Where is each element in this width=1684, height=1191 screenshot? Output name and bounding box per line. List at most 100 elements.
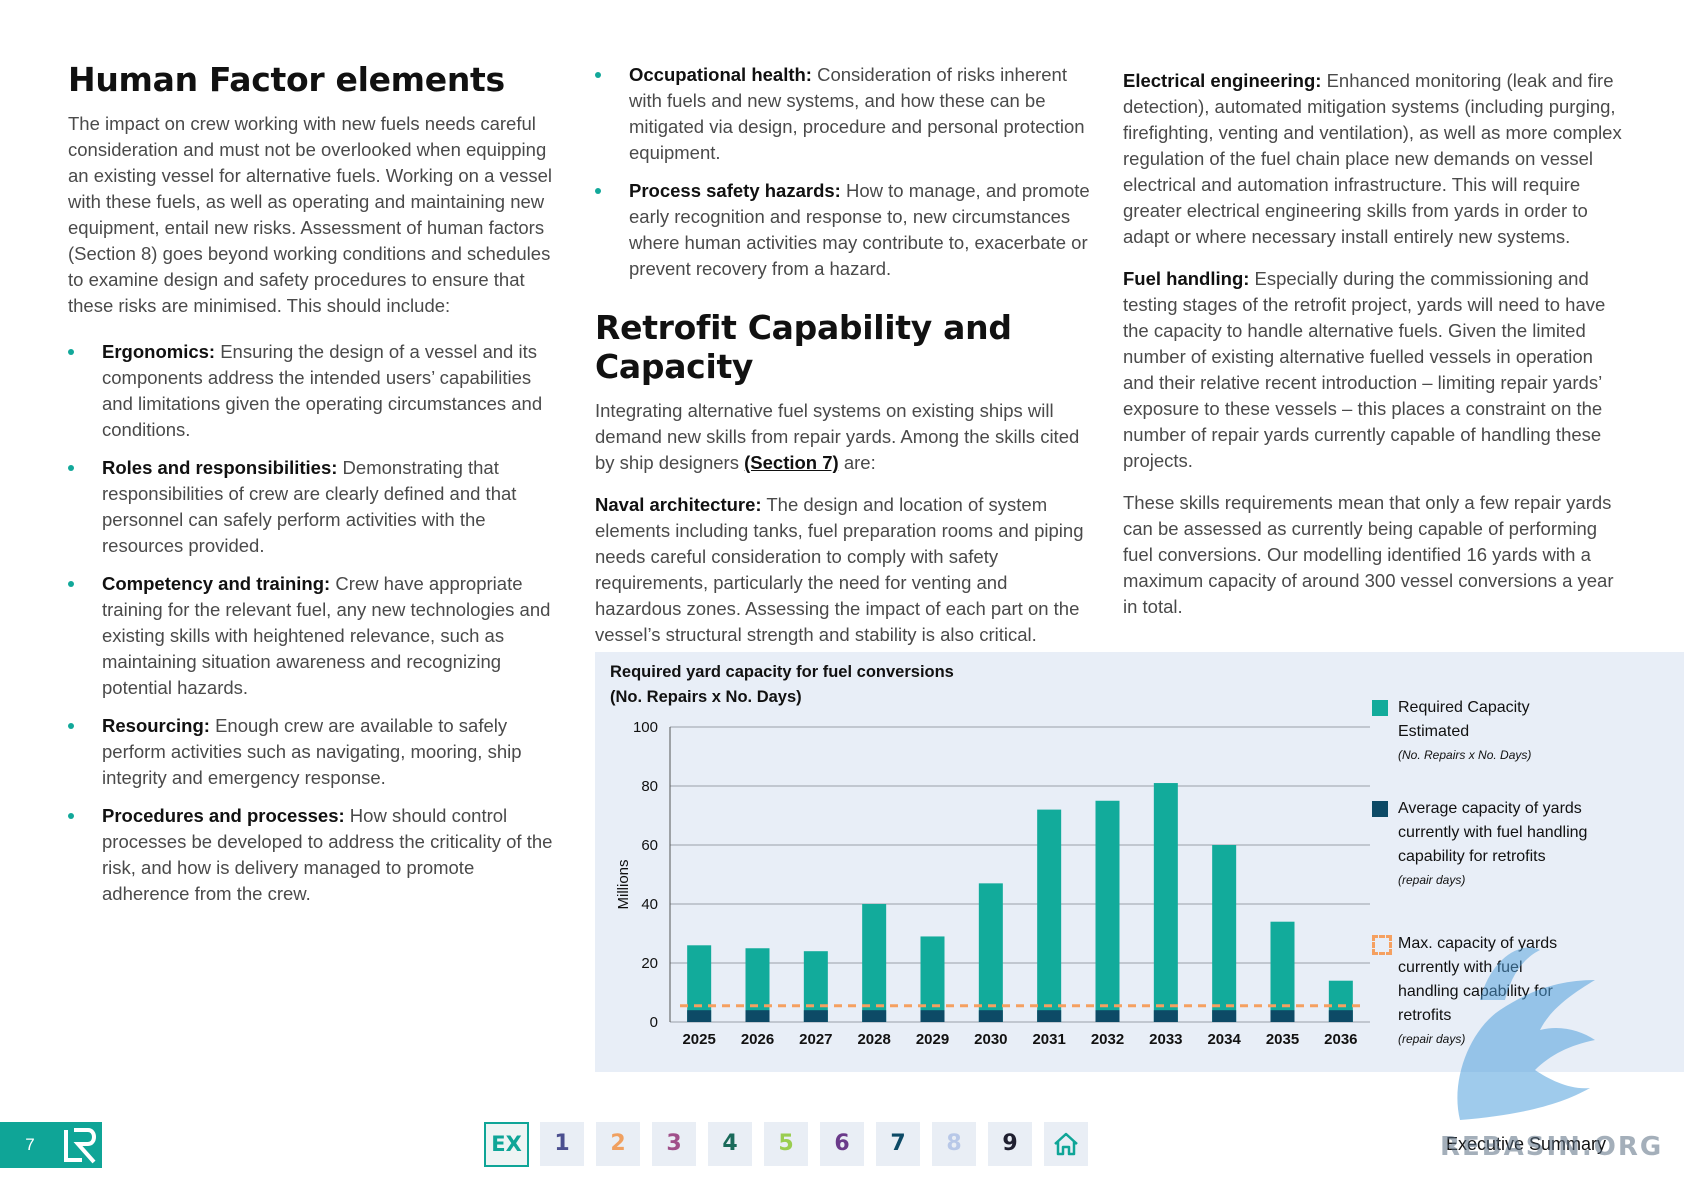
bar-average-2035 <box>1270 1010 1295 1022</box>
legend-label: Required Capacity Estimated <box>1398 699 1530 740</box>
y-tick-label: 60 <box>641 837 658 854</box>
nav-button-3[interactable]: 3 <box>652 1122 696 1166</box>
bar-average-2032 <box>1095 1010 1120 1022</box>
home-icon <box>1054 1132 1078 1156</box>
y-tick-label: 100 <box>633 719 658 736</box>
bullet-icon <box>68 581 74 587</box>
nav-button-5[interactable]: 5 <box>764 1122 808 1166</box>
x-tick-label: 2028 <box>857 1031 890 1048</box>
nav-button-1[interactable]: 1 <box>540 1122 584 1166</box>
bar-average-2026 <box>745 1010 770 1022</box>
chart-panel: Required yard capacity for fuel conversi… <box>595 652 1684 1072</box>
bar-required-2029 <box>920 936 945 1022</box>
y-tick-label: 0 <box>650 1014 658 1031</box>
bar-average-2027 <box>803 1010 828 1022</box>
y-axis-label: Millions <box>615 859 632 909</box>
page-number: 7 <box>0 1122 60 1168</box>
nav-button-2[interactable]: 2 <box>596 1122 640 1166</box>
list-item: Ergonomics: Ensuring the design of a ves… <box>68 339 558 443</box>
home-button[interactable] <box>1044 1122 1088 1166</box>
list-item: Roles and responsibilities: Demonstratin… <box>68 455 558 559</box>
column-2: Occupational health: Consideration of ri… <box>595 60 1095 664</box>
nav-button-ex[interactable]: EX <box>484 1122 529 1167</box>
bar-required-2032 <box>1095 800 1120 1022</box>
section-7-link[interactable]: (Section 7) <box>744 452 839 473</box>
legend-note: (repair days) <box>1398 873 1466 887</box>
legend-max: Max. capacity of yards currently with fu… <box>1372 932 1608 1050</box>
column-1: Human Factor elements The impact on crew… <box>68 60 558 919</box>
bullet-icon <box>595 72 601 78</box>
x-tick-label: 2025 <box>682 1031 715 1048</box>
chart-title: Required yard capacity for fuel conversi… <box>610 663 954 706</box>
x-tick-label: 2026 <box>741 1031 774 1048</box>
bar-average-2030 <box>978 1010 1003 1022</box>
heading-retrofit: Retrofit Capability and Capacity <box>595 308 1012 386</box>
list-item: Resourcing: Enough crew are available to… <box>68 713 558 791</box>
list-item: Procedures and processes: How should con… <box>68 803 558 907</box>
bullet-icon <box>68 723 74 729</box>
nav-button-8[interactable]: 8 <box>932 1122 976 1166</box>
legend-label: Max. capacity of yards currently with fu… <box>1398 935 1558 1024</box>
legend-swatch-average <box>1372 801 1388 817</box>
nav-button-4[interactable]: 4 <box>708 1122 752 1166</box>
bar-required-2025 <box>687 945 712 1022</box>
x-tick-label: 2032 <box>1091 1031 1124 1048</box>
list-item: Occupational health: Consideration of ri… <box>595 62 1095 166</box>
bar-average-2033 <box>1153 1010 1178 1022</box>
bullet-icon <box>68 349 74 355</box>
skills-requirements-para: These skills requirements mean that only… <box>1123 492 1614 617</box>
intro-retrofit: Integrating alternative fuel systems on … <box>595 400 1080 473</box>
bar-average-2025 <box>687 1010 712 1022</box>
legend-note: (repair days) <box>1398 1032 1466 1046</box>
section-label[interactable]: Executive Summary <box>1446 1134 1607 1154</box>
human-factor-list: Ergonomics: Ensuring the design of a ves… <box>68 339 558 907</box>
legend-required: Required Capacity Estimated (No. Repairs… <box>1372 696 1608 766</box>
nav-button-6[interactable]: 6 <box>820 1122 864 1166</box>
nav-button-7[interactable]: 7 <box>876 1122 920 1166</box>
intro-human-factor: The impact on crew working with new fuel… <box>68 113 552 316</box>
bar-average-2036 <box>1328 1010 1353 1022</box>
bar-average-2028 <box>862 1010 887 1022</box>
y-tick-label: 80 <box>641 778 658 795</box>
electrical-engineering-para: Electrical engineering: Enhanced monitor… <box>1123 70 1622 247</box>
list-item: Competency and training: Crew have appro… <box>68 571 558 701</box>
y-tick-label: 20 <box>641 955 658 972</box>
x-tick-label: 2030 <box>974 1031 1007 1048</box>
bar-required-2030 <box>978 883 1003 1022</box>
bar-average-2034 <box>1212 1010 1237 1022</box>
footer: 7 EX 1 2 3 4 5 6 7 8 9 Executive Summary <box>0 1122 1684 1168</box>
naval-architecture-para: Naval architecture: The design and locat… <box>595 494 1084 645</box>
human-factor-list-cont: Occupational health: Consideration of ri… <box>595 62 1095 282</box>
heading-human-factor: Human Factor elements <box>68 60 505 99</box>
x-tick-label: 2029 <box>916 1031 949 1048</box>
nav-button-9[interactable]: 9 <box>988 1122 1032 1166</box>
legend-swatch-required <box>1372 700 1388 716</box>
bullet-icon <box>68 813 74 819</box>
x-tick-label: 2034 <box>1207 1031 1241 1048</box>
x-tick-label: 2027 <box>799 1031 832 1048</box>
bar-average-2031 <box>1037 1010 1062 1022</box>
list-item: Process safety hazards: How to manage, a… <box>595 178 1095 282</box>
bullet-icon <box>68 465 74 471</box>
legend-note: (No. Repairs x No. Days) <box>1398 748 1532 762</box>
legend-label: Average capacity of yards currently with… <box>1398 800 1588 865</box>
lr-logo-icon[interactable] <box>60 1122 102 1168</box>
bar-required-2034 <box>1212 845 1237 1022</box>
x-tick-label: 2033 <box>1149 1031 1182 1048</box>
bar-average-2029 <box>920 1010 945 1022</box>
griffin-watermark-icon <box>1457 947 1595 1120</box>
column-3: Electrical engineering: Enhanced monitor… <box>1123 68 1628 636</box>
x-tick-label: 2036 <box>1324 1031 1357 1048</box>
bar-chart: 0 20 40 60 80 100 Millions 2025 2026 2027 2028 2029… <box>615 719 1370 1048</box>
fuel-handling-para: Fuel handling: Especially during the com… <box>1123 268 1606 471</box>
legend-swatch-max <box>1372 935 1392 955</box>
bar-required-2031 <box>1037 809 1062 1022</box>
y-tick-label: 40 <box>641 896 658 913</box>
bar-required-2026 <box>745 948 770 1022</box>
bullet-icon <box>595 188 601 194</box>
watermark-text: REBASIN.ORG <box>1440 1132 1664 1162</box>
bar-required-2028 <box>862 904 887 1022</box>
x-tick-label: 2035 <box>1266 1031 1299 1048</box>
legend-average: Average capacity of yards currently with… <box>1372 797 1608 891</box>
x-tick-label: 2031 <box>1032 1031 1065 1048</box>
